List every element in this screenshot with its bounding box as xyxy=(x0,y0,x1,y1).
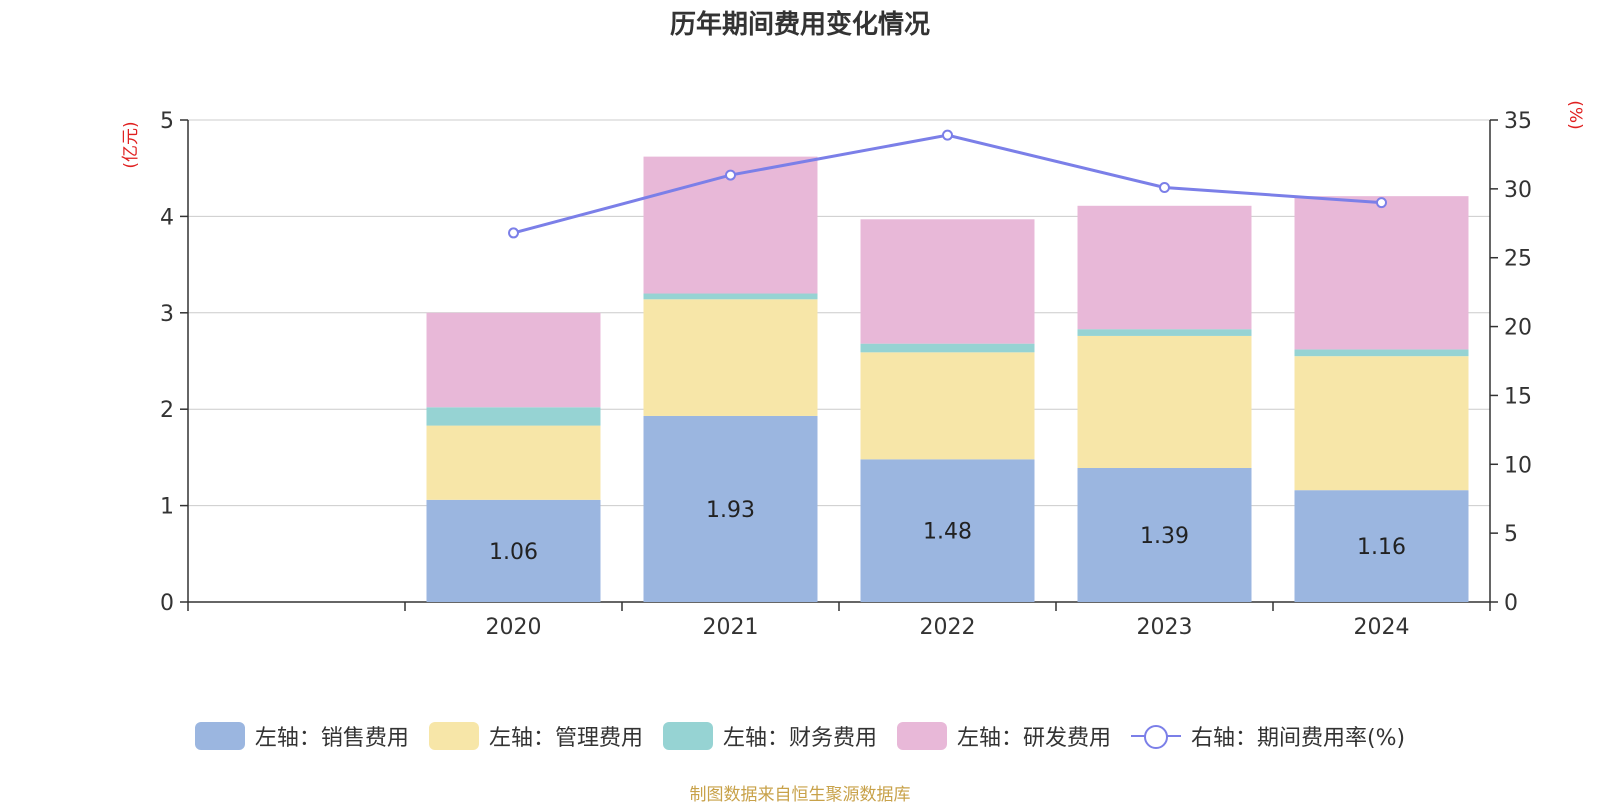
rate-point xyxy=(1159,181,1170,193)
bar-segment xyxy=(1294,196,1469,350)
chart-title: 历年期间费用变化情况 xyxy=(669,10,930,40)
legend-item-rate[interactable]: 右轴：期间费用率(%) xyxy=(1130,720,1406,752)
legend-item-sales[interactable]: 左轴：销售费用 xyxy=(194,720,409,752)
rate-point xyxy=(508,227,519,239)
bar-segment xyxy=(1294,349,1469,357)
bar-segment xyxy=(1077,205,1252,330)
legend-swatch-rd xyxy=(896,722,947,750)
bar-segment xyxy=(1294,356,1469,491)
right-tick-label: 35 xyxy=(1504,109,1532,134)
left-tick-label: 4 xyxy=(160,205,174,230)
bar-segment xyxy=(1077,329,1252,336)
legend: 左轴：销售费用 左轴：管理费用 左轴：财务费用 左轴：研发费用 右轴：期间费用率… xyxy=(0,720,1600,752)
left-tick-label: 2 xyxy=(160,398,174,423)
rate-point xyxy=(942,129,953,141)
legend-label-rate: 右轴：期间费用率(%) xyxy=(1190,726,1406,751)
bar-data-label: 1.48 xyxy=(923,520,972,545)
source-note: 制图数据来自恒生聚源数据库 xyxy=(689,785,911,805)
legend-swatch-rate xyxy=(1130,722,1181,750)
right-tick-label: 0 xyxy=(1504,591,1518,616)
left-tick-label: 5 xyxy=(160,109,174,134)
bar-segment xyxy=(1294,490,1469,602)
left-tick-label: 1 xyxy=(160,495,174,520)
bar-segment xyxy=(860,352,1035,460)
bar-segment xyxy=(426,407,601,426)
x-tick-label: 2022 xyxy=(920,615,976,640)
legend-swatch-finance xyxy=(662,722,713,750)
bar-segment xyxy=(426,312,601,408)
bar-segment xyxy=(643,415,818,602)
bar-data-label: 1.16 xyxy=(1357,535,1406,560)
left-tick-label: 3 xyxy=(160,302,174,327)
x-tick-label: 2023 xyxy=(1137,615,1193,640)
right-axis-unit: (%) xyxy=(1565,100,1585,129)
legend-item-rd[interactable]: 左轴：研发费用 xyxy=(896,720,1111,752)
legend-label-admin: 左轴：管理费用 xyxy=(488,726,643,751)
legend-label-rd: 左轴：研发费用 xyxy=(956,726,1111,751)
legend-swatch-sales xyxy=(194,722,245,750)
bar-segment xyxy=(860,343,1035,353)
right-tick-label: 20 xyxy=(1504,316,1532,341)
bar-segment xyxy=(426,425,601,500)
legend-item-admin[interactable]: 左轴：管理费用 xyxy=(428,720,643,752)
bar-data-label: 1.06 xyxy=(489,540,538,565)
bar-segment xyxy=(860,219,1035,344)
left-axis-unit: (亿元) xyxy=(121,121,141,168)
bar-segment xyxy=(426,499,601,602)
right-tick-label: 15 xyxy=(1504,384,1532,409)
x-tick-label: 2020 xyxy=(486,615,542,640)
bar-segment xyxy=(1077,468,1252,602)
legend-label-sales: 左轴：销售费用 xyxy=(254,726,409,751)
x-tick-label: 2024 xyxy=(1354,615,1410,640)
rate-point xyxy=(1376,197,1387,209)
rate-point xyxy=(725,169,736,181)
legend-item-finance[interactable]: 左轴：财务费用 xyxy=(662,720,877,752)
right-tick-label: 30 xyxy=(1504,178,1532,203)
x-tick-label: 2021 xyxy=(703,615,759,640)
bar-segment xyxy=(1077,335,1252,469)
bar-segment xyxy=(643,293,818,300)
right-tick-label: 5 xyxy=(1504,522,1518,547)
bar-segment xyxy=(860,459,1035,602)
right-tick-label: 25 xyxy=(1504,247,1532,272)
legend-swatch-admin xyxy=(428,722,479,750)
bar-data-label: 1.39 xyxy=(1140,524,1189,549)
bar-segment xyxy=(643,299,818,416)
left-tick-label: 0 xyxy=(160,591,174,616)
right-tick-label: 10 xyxy=(1504,453,1532,478)
bar-data-label: 1.93 xyxy=(706,498,755,523)
legend-label-finance: 左轴：财务费用 xyxy=(722,726,877,751)
